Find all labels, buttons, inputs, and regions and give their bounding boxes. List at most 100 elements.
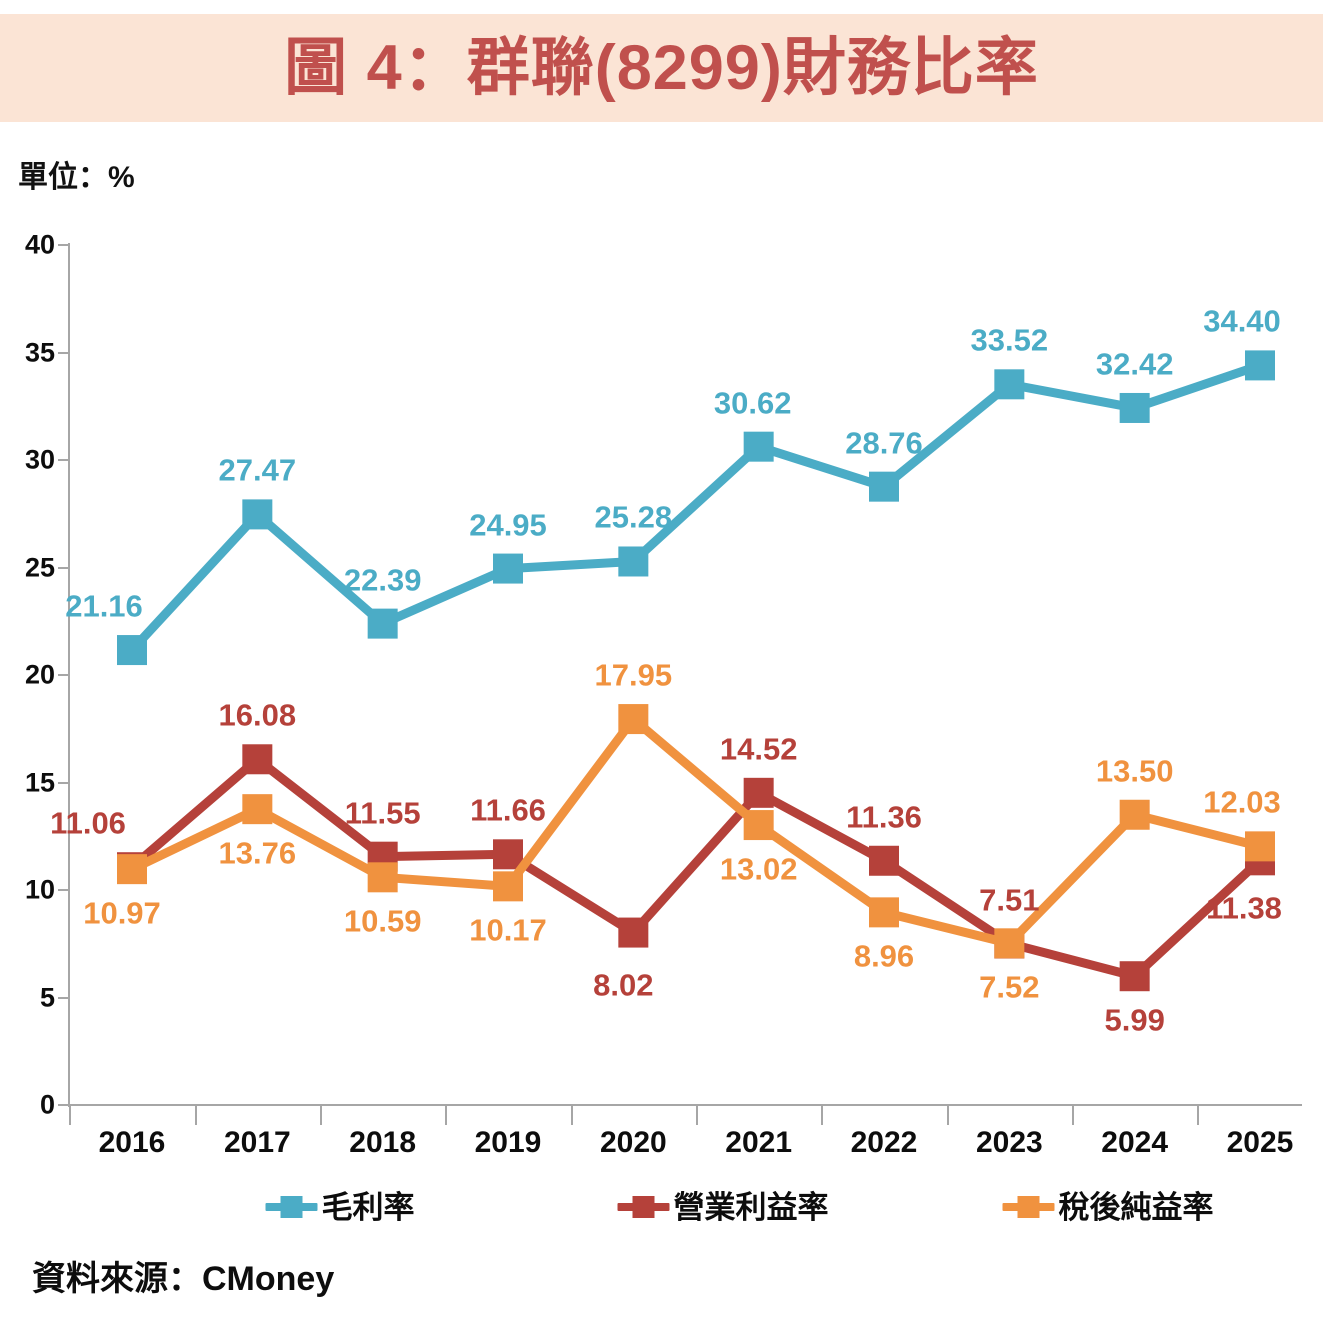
- y-tick-label: 40: [24, 229, 55, 260]
- legend-marker-icon: [1002, 1196, 1055, 1218]
- x-tick: [1197, 1105, 1199, 1125]
- y-tick-label: 5: [39, 982, 55, 1012]
- legend-item-營業利益率[interactable]: 營業利益率: [617, 1185, 829, 1229]
- data-label: 10.97: [83, 895, 161, 931]
- data-label: 7.51: [979, 882, 1040, 918]
- data-label: 11.38: [1206, 890, 1282, 926]
- y-tick-label: 30: [24, 444, 55, 475]
- series-line: [127, 360, 1265, 655]
- y-tick: [58, 781, 69, 784]
- x-tick: [320, 1105, 322, 1125]
- series-稅後純益率: [117, 704, 1275, 959]
- data-point-marker: [367, 862, 398, 893]
- x-tick-label: 2025: [1226, 1126, 1294, 1159]
- data-point-marker: [117, 854, 147, 885]
- x-tick: [696, 1105, 698, 1125]
- x-tick: [947, 1105, 949, 1125]
- data-label: 22.39: [343, 562, 422, 598]
- y-tick: [58, 674, 69, 676]
- x-tick: [195, 1105, 197, 1125]
- data-point-marker: [618, 917, 649, 948]
- data-label: 17.95: [594, 657, 673, 693]
- y-axis-line: [68, 243, 70, 1107]
- legend-square: [632, 1196, 655, 1218]
- data-point-marker: [1245, 845, 1275, 876]
- data-label: 25.28: [594, 499, 673, 535]
- data-point-marker: [618, 546, 649, 577]
- data-point-marker: [242, 794, 273, 825]
- data-point-marker: [869, 845, 899, 876]
- y-tick: [58, 1104, 69, 1106]
- data-label: 16.08: [218, 697, 297, 733]
- x-tick-label: 2019: [474, 1126, 542, 1159]
- x-tick-label: 2018: [349, 1126, 417, 1159]
- y-tick: [58, 351, 69, 354]
- page-title: 圖 4：群聯(8299)財務比率: [284, 32, 1039, 103]
- legend-square: [1017, 1196, 1040, 1218]
- data-label: 11.06: [50, 805, 126, 841]
- data-label: 12.03: [1203, 784, 1281, 820]
- y-tick: [58, 459, 69, 461]
- data-label: 13.02: [719, 851, 798, 887]
- legend-item-毛利率[interactable]: 毛利率: [265, 1185, 415, 1229]
- data-label: 27.47: [218, 452, 297, 488]
- x-tick: [1072, 1105, 1074, 1125]
- legend-label: 稅後純益率: [1058, 1189, 1214, 1225]
- data-point-marker: [117, 852, 147, 883]
- data-point-marker: [367, 608, 398, 639]
- data-point-marker: [743, 777, 774, 808]
- x-tick: [571, 1105, 573, 1125]
- data-label: 11.36: [846, 799, 922, 835]
- data-label: 21.16: [65, 588, 143, 624]
- data-point-marker: [994, 928, 1025, 959]
- y-tick-label: 15: [24, 767, 55, 797]
- data-point-marker: [493, 839, 523, 870]
- y-tick-label: 20: [24, 659, 55, 690]
- data-label: 33.52: [970, 322, 1049, 358]
- data-point-marker: [493, 871, 523, 902]
- data-label: 13.50: [1095, 753, 1174, 789]
- data-label: 8.02: [593, 967, 654, 1003]
- data-point-marker: [743, 431, 774, 462]
- data-point-marker: [743, 810, 774, 841]
- source-note: 資料來源：CMoney: [32, 1260, 335, 1298]
- data-point-marker: [242, 744, 273, 775]
- x-tick-label: 2020: [599, 1126, 667, 1159]
- series-line: [127, 714, 1265, 948]
- x-tick: [445, 1105, 447, 1125]
- data-label: 30.62: [713, 385, 792, 421]
- x-tick-label: 2021: [725, 1126, 793, 1159]
- legend-label: 營業利益率: [673, 1189, 829, 1225]
- y-tick-label: 0: [39, 1089, 55, 1120]
- x-tick-label: 2016: [98, 1126, 166, 1159]
- data-point-marker: [1119, 961, 1150, 992]
- data-label: 8.96: [853, 938, 915, 974]
- data-point-marker: [994, 369, 1025, 400]
- series-line: [127, 754, 1265, 981]
- y-tick-label: 10: [24, 874, 55, 905]
- data-label: 10.17: [469, 912, 547, 948]
- data-point-marker: [1245, 350, 1275, 381]
- chart-legend: 毛利率 營業利益率 稅後純益率: [68, 1185, 1300, 1229]
- data-label: 13.76: [218, 835, 297, 871]
- data-label: 24.95: [469, 507, 547, 543]
- data-label: 34.40: [1203, 303, 1281, 339]
- x-tick-label: 2017: [223, 1126, 291, 1159]
- unit-label: 單位：%: [18, 161, 135, 194]
- data-label: 5.99: [1104, 1002, 1165, 1038]
- x-tick-label: 2023: [975, 1126, 1043, 1159]
- data-point-marker: [869, 471, 899, 502]
- data-label: 32.42: [1095, 346, 1174, 382]
- y-tick: [58, 996, 69, 999]
- x-axis-line: [68, 1104, 1302, 1106]
- data-label: 7.52: [979, 969, 1040, 1005]
- x-tick-label: 2024: [1101, 1126, 1169, 1159]
- data-point-marker: [869, 897, 899, 928]
- legend-square: [280, 1196, 303, 1218]
- data-label: 28.76: [845, 425, 923, 461]
- legend-item-稅後純益率[interactable]: 稅後純益率: [1002, 1185, 1214, 1229]
- legend-marker-icon: [265, 1196, 318, 1218]
- data-label: 14.52: [719, 731, 798, 767]
- y-tick: [58, 566, 69, 569]
